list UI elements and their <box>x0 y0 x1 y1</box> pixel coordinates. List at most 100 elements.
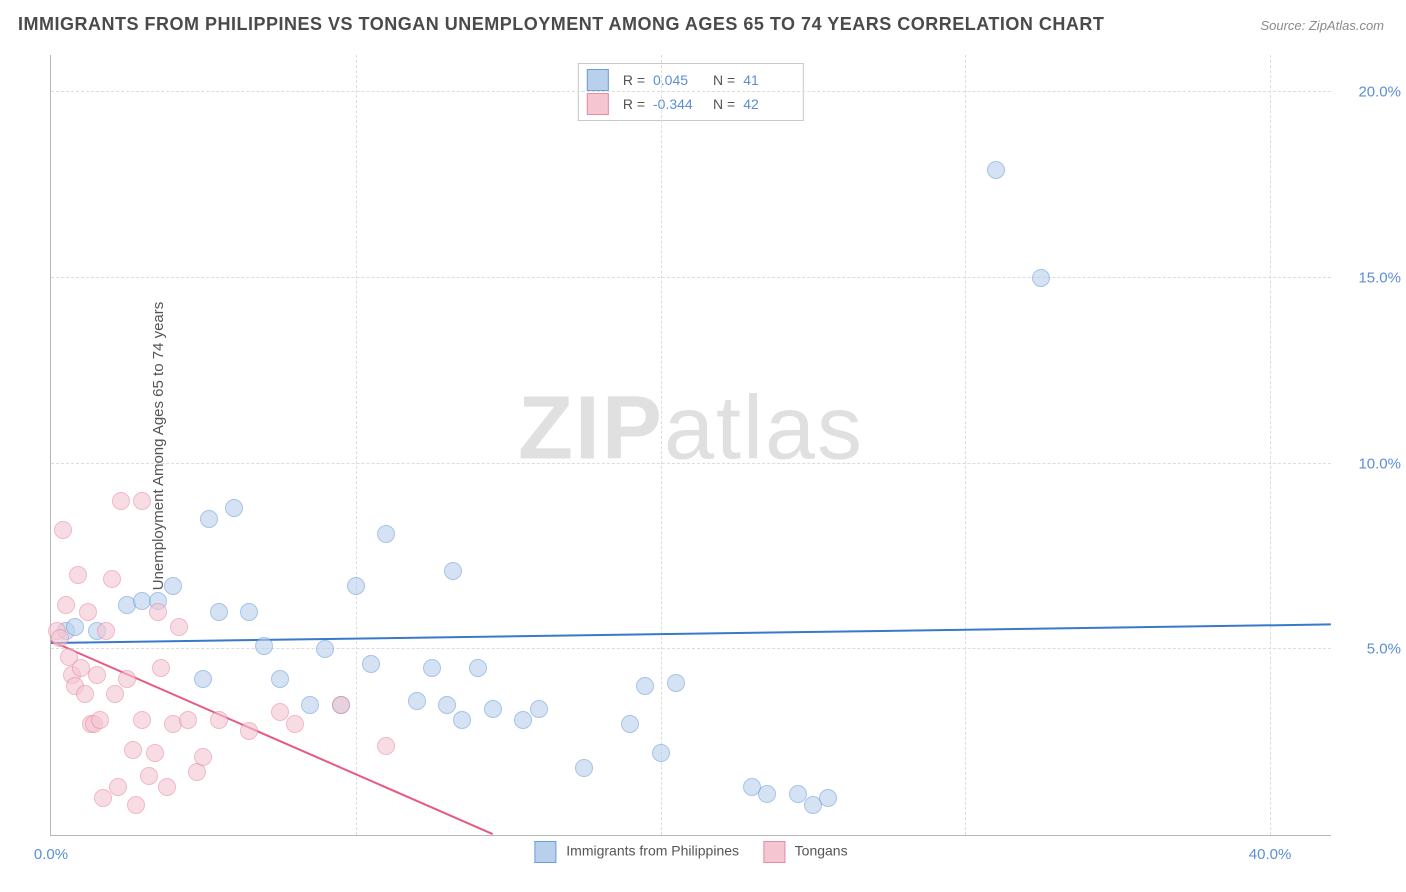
data-point <box>225 499 243 517</box>
data-point <box>133 711 151 729</box>
legend-r-label: R = <box>623 96 645 112</box>
legend-row-series-0: R = 0.045 N = 41 <box>587 68 795 92</box>
legend-n-label: N = <box>713 72 735 88</box>
data-point <box>112 492 130 510</box>
data-point <box>255 637 273 655</box>
data-point <box>423 659 441 677</box>
gridline-horizontal <box>51 463 1331 464</box>
data-point <box>667 674 685 692</box>
gridline-horizontal <box>51 648 1331 649</box>
gridline-horizontal <box>51 91 1331 92</box>
gridline-vertical <box>965 55 966 835</box>
data-point <box>240 722 258 740</box>
data-point <box>158 778 176 796</box>
data-point <box>200 510 218 528</box>
data-point <box>76 685 94 703</box>
data-point <box>987 161 1005 179</box>
watermark: ZIPatlas <box>518 378 864 481</box>
data-point <box>377 737 395 755</box>
data-point <box>240 603 258 621</box>
y-tick-label: 20.0% <box>1341 84 1401 101</box>
data-point <box>332 696 350 714</box>
legend-label-0: Immigrants from Philippines <box>566 843 739 859</box>
legend-item-0: Immigrants from Philippines <box>534 841 739 863</box>
legend-n-label: N = <box>713 96 735 112</box>
y-tick-label: 15.0% <box>1341 269 1401 286</box>
data-point <box>149 603 167 621</box>
legend-item-1: Tongans <box>763 841 848 863</box>
gridline-vertical <box>1270 55 1271 835</box>
data-point <box>347 577 365 595</box>
legend-n-value-1: 42 <box>743 96 795 112</box>
data-point <box>362 655 380 673</box>
data-point <box>194 670 212 688</box>
data-point <box>636 677 654 695</box>
data-point <box>146 744 164 762</box>
data-point <box>575 759 593 777</box>
series-legend: Immigrants from Philippines Tongans <box>534 841 847 863</box>
data-point <box>210 711 228 729</box>
data-point <box>444 562 462 580</box>
gridline-horizontal <box>51 277 1331 278</box>
data-point <box>133 492 151 510</box>
data-point <box>127 796 145 814</box>
data-point <box>377 525 395 543</box>
data-point <box>88 666 106 684</box>
data-point <box>140 767 158 785</box>
legend-swatch-0 <box>587 69 609 91</box>
data-point <box>94 789 112 807</box>
data-point <box>469 659 487 677</box>
data-point <box>286 715 304 733</box>
data-point <box>484 700 502 718</box>
data-point <box>194 748 212 766</box>
data-point <box>530 700 548 718</box>
data-point <box>210 603 228 621</box>
legend-label-1: Tongans <box>795 843 848 859</box>
data-point <box>453 711 471 729</box>
data-point <box>301 696 319 714</box>
data-point <box>170 618 188 636</box>
data-point <box>1032 269 1050 287</box>
data-point <box>109 778 127 796</box>
data-point <box>758 785 776 803</box>
y-tick-label: 10.0% <box>1341 455 1401 472</box>
data-point <box>118 670 136 688</box>
data-point <box>106 685 124 703</box>
data-point <box>79 603 97 621</box>
x-tick-label: 0.0% <box>34 846 68 863</box>
data-point <box>164 577 182 595</box>
data-point <box>819 789 837 807</box>
data-point <box>124 741 142 759</box>
data-point <box>91 711 109 729</box>
trend-line-series-0 <box>51 623 1331 644</box>
data-point <box>652 744 670 762</box>
data-point <box>438 696 456 714</box>
legend-swatch-1 <box>587 93 609 115</box>
legend-row-series-1: R = -0.344 N = 42 <box>587 92 795 116</box>
data-point <box>54 521 72 539</box>
data-point <box>621 715 639 733</box>
data-point <box>97 622 115 640</box>
data-point <box>57 596 75 614</box>
data-point <box>152 659 170 677</box>
data-point <box>103 570 121 588</box>
data-point <box>66 618 84 636</box>
legend-r-label: R = <box>623 72 645 88</box>
legend-swatch-tongans <box>763 841 785 863</box>
source-attribution: Source: ZipAtlas.com <box>1260 18 1384 33</box>
data-point <box>316 640 334 658</box>
legend-swatch-philippines <box>534 841 556 863</box>
data-point <box>408 692 426 710</box>
gridline-vertical <box>661 55 662 835</box>
data-point <box>69 566 87 584</box>
data-point <box>514 711 532 729</box>
chart-title: IMMIGRANTS FROM PHILIPPINES VS TONGAN UN… <box>18 14 1104 35</box>
data-point <box>271 670 289 688</box>
legend-n-value-0: 41 <box>743 72 795 88</box>
data-point <box>51 629 69 647</box>
plot-area: ZIPatlas R = 0.045 N = 41 R = -0.344 N =… <box>50 55 1331 836</box>
y-tick-label: 5.0% <box>1341 641 1401 658</box>
gridline-vertical <box>356 55 357 835</box>
x-tick-label: 40.0% <box>1249 846 1292 863</box>
data-point <box>179 711 197 729</box>
